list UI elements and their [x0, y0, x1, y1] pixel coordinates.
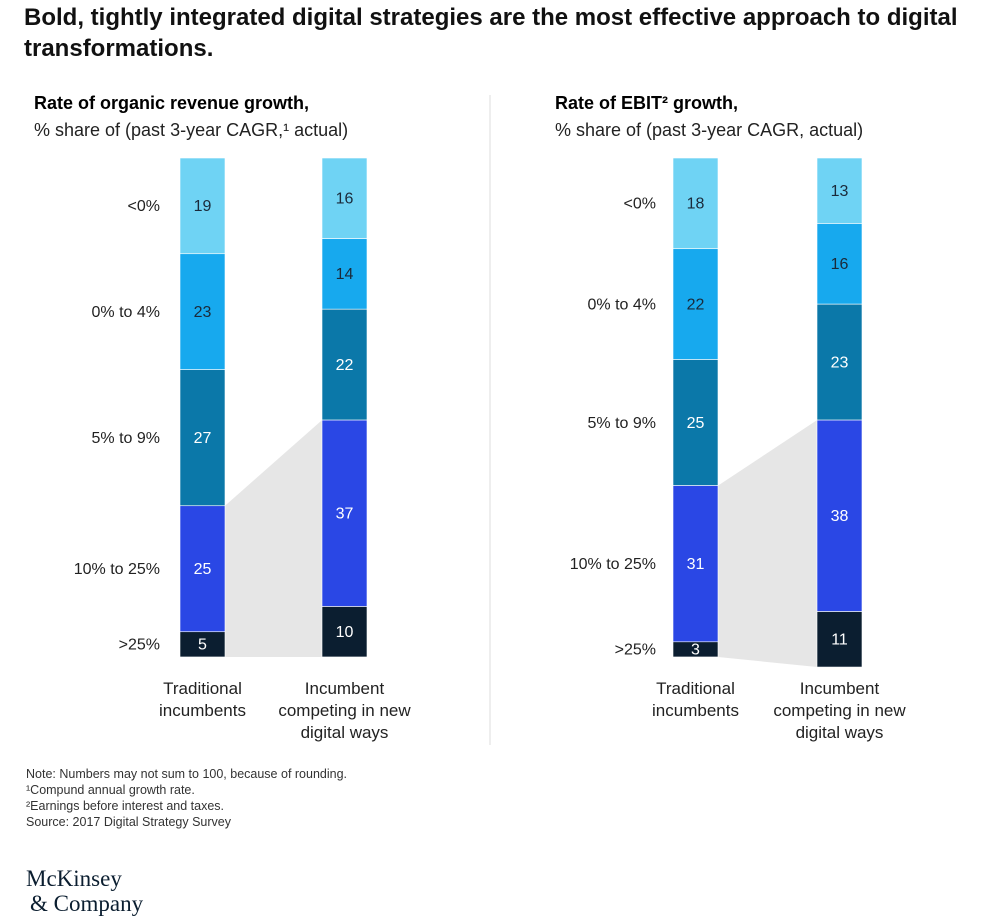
- data-label: 25: [194, 561, 212, 578]
- highlight: [225, 420, 322, 657]
- bar-segment: [672, 485, 719, 643]
- charts: Rate of organic revenue growth, % share o…: [34, 93, 906, 745]
- bar-segment: [672, 157, 719, 250]
- data-label: 10: [336, 624, 354, 641]
- note: ¹Compund annual growth rate.: [26, 783, 195, 797]
- data-label: 38: [831, 508, 849, 525]
- bar-segment: [816, 419, 863, 612]
- notes: Note: Numbers may not sum to 100, becaus…: [26, 766, 347, 830]
- category-label-box: Incumbent competing in new digital ways: [278, 679, 411, 742]
- series-label: 5% to 9%: [92, 430, 160, 447]
- bar-segment: [321, 157, 368, 239]
- category-label: Traditional incumbents: [652, 679, 739, 720]
- note: Source: 2017 Digital Strategy Survey: [26, 815, 231, 829]
- data-label: 22: [336, 357, 354, 374]
- note: Note: Numbers may not sum to 100, becaus…: [26, 767, 348, 781]
- data-label: 23: [831, 354, 849, 371]
- series-label: <0%: [128, 198, 160, 215]
- highlight: [718, 420, 817, 668]
- bar-segment: [321, 238, 368, 310]
- logo: McKinsey & Company: [26, 866, 143, 916]
- data-label: 31: [687, 556, 705, 573]
- series-label: >25%: [615, 642, 656, 659]
- chart-subtitle: % share of (past 3-year CAGR, actual): [555, 120, 863, 140]
- category-label-box: Traditional incumbents: [652, 679, 739, 720]
- data-label: 18: [687, 196, 705, 213]
- series-label: >25%: [119, 637, 160, 654]
- bar-segment: [672, 248, 719, 360]
- chart-subtitle: % share of (past 3-year CAGR,¹ actual): [34, 120, 348, 140]
- data-label: 23: [194, 304, 212, 321]
- chart-title: Rate of EBIT² growth,: [555, 93, 738, 113]
- data-label: 16: [831, 256, 849, 273]
- note: ²Earnings before interest and taxes.: [26, 799, 225, 813]
- bar-segment: [321, 606, 368, 658]
- bar-segment: [816, 157, 863, 224]
- chart-title: Rate of organic revenue growth,: [34, 93, 309, 113]
- series-label: <0%: [624, 196, 656, 213]
- bar-segment: [179, 253, 226, 370]
- bar-segment: [672, 359, 719, 486]
- bar-segment: [816, 611, 863, 668]
- series-label: 5% to 9%: [588, 415, 656, 432]
- bar-segment: [321, 308, 368, 421]
- data-label: 22: [687, 296, 705, 313]
- category-label-box: Incumbent competing in new digital ways: [773, 679, 906, 742]
- data-label: 37: [336, 506, 354, 523]
- series-label: 10% to 25%: [74, 561, 160, 578]
- series-label: 0% to 4%: [588, 296, 656, 313]
- data-label: 25: [687, 415, 705, 432]
- category-label: Incumbent competing in new digital ways: [773, 679, 906, 742]
- bar-segment: [672, 641, 719, 658]
- data-label: 3: [691, 642, 700, 659]
- series-label: 10% to 25%: [570, 556, 656, 573]
- data-label: 11: [831, 632, 848, 649]
- bar-segment: [179, 369, 226, 507]
- category-label: Incumbent competing in new digital ways: [278, 679, 411, 742]
- page-title: Bold, tightly integrated digital strateg…: [24, 4, 958, 62]
- data-label: 27: [194, 430, 212, 447]
- logo-line: McKinsey: [26, 866, 122, 891]
- logo-line: & Company: [30, 891, 144, 916]
- category-label: Traditional incumbents: [159, 679, 246, 720]
- bar-segment: [179, 505, 226, 633]
- category-label-box: Traditional incumbents: [159, 679, 246, 720]
- data-label: 19: [194, 198, 212, 215]
- data-label: 5: [198, 637, 207, 654]
- series-label: 0% to 4%: [92, 304, 160, 321]
- bar-segment: [321, 419, 368, 607]
- data-label: 13: [831, 183, 849, 200]
- data-label: 16: [336, 191, 354, 208]
- data-label: 14: [336, 266, 354, 283]
- bar-segment: [816, 223, 863, 305]
- bar-segment: [179, 631, 226, 658]
